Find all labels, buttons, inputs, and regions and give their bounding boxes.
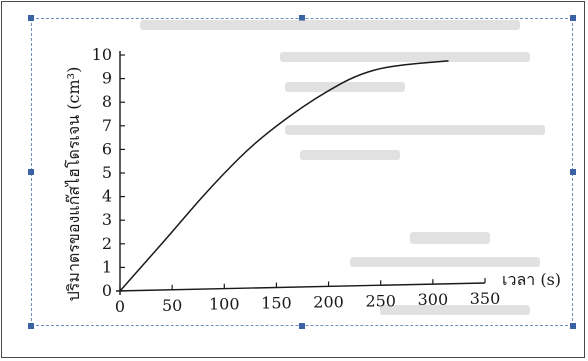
y-tick-label: 2 <box>102 234 112 253</box>
resize-handle-bottom-right[interactable] <box>570 323 576 329</box>
y-tick-label: 5 <box>102 163 112 182</box>
x-tick-label: 50 <box>162 296 182 315</box>
y-tick-label: 0 <box>102 281 112 300</box>
resize-handle-top-left[interactable] <box>28 15 34 21</box>
ticks: 0 50 100 150 200 250 300 350 0 1 2 3 4 5 6 7 8 9 10 <box>92 45 501 316</box>
y-axis-title: ปริมาตรของแก๊สไฮโดรเจน (cm³) <box>64 67 83 302</box>
x-tick-label: 150 <box>261 294 292 313</box>
y-tick-label: 7 <box>102 116 112 135</box>
series <box>119 60 449 292</box>
y-tick-label: 3 <box>102 210 112 229</box>
resize-handle-bottom-left[interactable] <box>28 323 34 329</box>
y-tick-label: 9 <box>102 69 112 88</box>
y-tick-label: 10 <box>92 45 112 64</box>
x-tick-label: 100 <box>209 295 240 314</box>
resize-handle-top-right[interactable] <box>570 15 576 21</box>
series-line <box>119 60 449 292</box>
x-tick-label: 250 <box>365 291 396 310</box>
resize-handle-bottom-middle[interactable] <box>299 323 305 329</box>
y-tick-label: 8 <box>102 92 112 111</box>
resize-handle-middle-left[interactable] <box>28 169 34 175</box>
x-tick-label: 350 <box>470 289 501 308</box>
background-bleed-through <box>140 20 545 315</box>
x-tick-label: 300 <box>418 290 449 309</box>
x-axis-line <box>115 282 486 292</box>
resize-handle-middle-right[interactable] <box>570 169 576 175</box>
resize-handle-top-middle[interactable] <box>299 15 305 21</box>
x-tick-label: 0 <box>115 297 125 316</box>
x-tick-label: 200 <box>313 292 344 311</box>
y-tick-label: 1 <box>102 257 112 276</box>
y-tick-label: 6 <box>102 139 112 158</box>
x-axis-title: เวลา (s) <box>502 270 561 289</box>
y-tick-label: 4 <box>102 187 112 206</box>
